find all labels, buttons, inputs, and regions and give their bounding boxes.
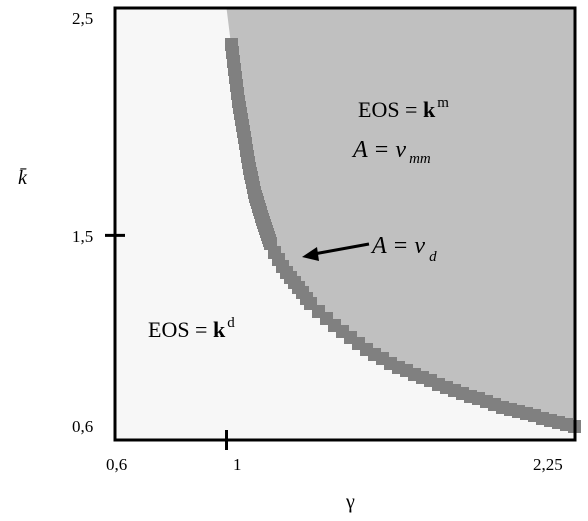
boundary-band (225, 38, 581, 433)
plot-frame (113, 6, 577, 442)
y-tick-label-top: 2,5 (72, 9, 93, 28)
upper-a-label: A = v mm (351, 137, 431, 167)
y-axis-label: k̄ (18, 167, 28, 189)
x-tick-label-left: 0,6 (106, 455, 127, 474)
boundary-arrow-head (302, 247, 319, 261)
region-upper-km (226, 8, 575, 427)
x-tick-label-mid: 1 (233, 455, 242, 474)
x-tick-label-right: 2,25 (533, 455, 563, 474)
tick-marks (105, 233, 229, 450)
x-axis-label: γ (345, 491, 355, 513)
y-tick-label-mid: 1,5 (72, 227, 93, 246)
y-tick-label-bottom: 0,6 (72, 417, 93, 436)
boundary-arrow-line (313, 242, 370, 256)
